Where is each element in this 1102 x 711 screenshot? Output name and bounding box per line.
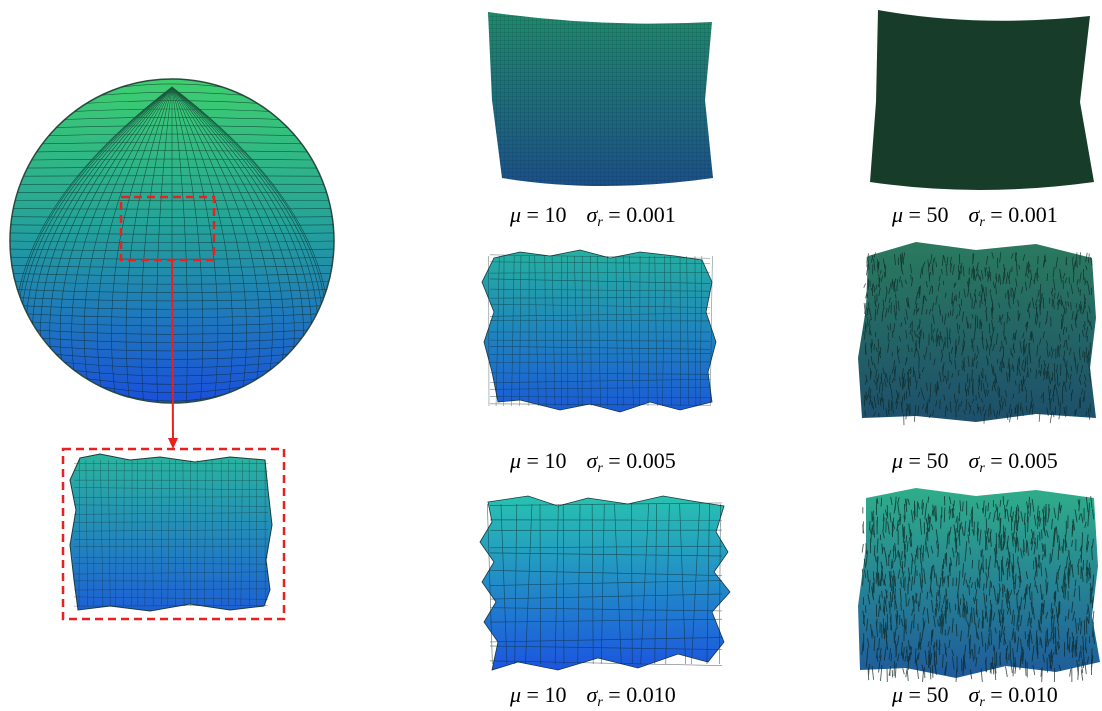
zoom-arrow-line [171,259,174,441]
zoom-arrow-head [168,438,178,449]
caption-mu50-sigma0005: μ = 50 σr = 0.005 [892,448,1058,476]
caption-mu50-sigma0001: μ = 50 σr = 0.001 [892,202,1058,230]
sphere-mesh [9,78,335,404]
caption-mu10-sigma0010: μ = 10 σr = 0.010 [510,682,676,710]
patch-mu50-sigma0001 [870,10,1094,190]
caption-mu10-sigma0001: μ = 10 σr = 0.001 [510,202,676,230]
patch-mu10-sigma0001 [488,12,713,186]
zoomed-patch [69,453,273,612]
caption-mu10-sigma0005: μ = 10 σr = 0.005 [510,448,676,476]
patch-mu50-sigma0010 [858,488,1100,682]
zoom-box [61,447,286,621]
patch-mu10-sigma0010 [479,495,731,671]
sphere-figure [9,78,335,621]
selection-box [119,195,216,262]
caption-mu50-sigma0010: μ = 50 σr = 0.010 [892,682,1058,710]
patch-mu50-sigma0005 [858,242,1096,426]
patch-mu10-sigma0005 [481,249,717,413]
